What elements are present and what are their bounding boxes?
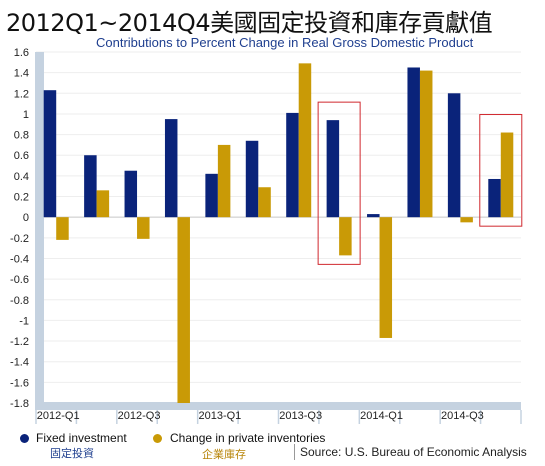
chart-title: 2012Q1~2014Q4美國固定投資和庫存貢獻值 xyxy=(6,9,493,37)
y-tick-label: -1.6 xyxy=(10,377,29,389)
bar-fixed-investment xyxy=(84,155,97,218)
bar-fixed-investment xyxy=(43,90,57,218)
x-tick-label: 2013-Q3 xyxy=(279,410,322,422)
bar-fixed-investment xyxy=(286,112,299,218)
source-note: Source: U.S. Bureau of Economic Analysis xyxy=(300,445,527,459)
y-tick-label: 1.6 xyxy=(14,47,29,59)
y-tick-label: 0.8 xyxy=(14,130,29,142)
y-tick-label: -1 xyxy=(19,315,29,327)
plot-area xyxy=(36,52,521,403)
y-tick-label: -1.8 xyxy=(10,398,29,410)
bar-private-inventories xyxy=(500,132,514,218)
y-axis-strip xyxy=(35,52,44,405)
y-tick-label: 1 xyxy=(23,109,29,121)
y-tick-label: -0.2 xyxy=(10,233,29,245)
bar-fixed-investment xyxy=(367,214,380,218)
bar-private-inventories xyxy=(339,217,352,256)
bar-private-inventories xyxy=(419,70,433,218)
y-tick-label: 0.6 xyxy=(14,150,29,162)
highlight-box xyxy=(479,114,523,227)
y-tick-label: 0.2 xyxy=(14,192,29,204)
y-tick-label: -1.4 xyxy=(10,357,29,369)
legend-sub-private-inventories: 企業庫存 xyxy=(202,448,246,461)
x-tick-label: 2013-Q1 xyxy=(198,410,241,422)
y-tick-label: -0.4 xyxy=(10,253,29,265)
bar-fixed-investment xyxy=(488,178,501,218)
y-tick-label: -0.6 xyxy=(10,274,29,286)
bar-private-inventories xyxy=(137,217,150,239)
y-tick-label: 0.4 xyxy=(14,171,29,183)
bar-private-inventories xyxy=(379,217,393,338)
bar-private-inventories xyxy=(217,144,231,218)
y-tick-label: -0.8 xyxy=(10,295,29,307)
bar-private-inventories xyxy=(298,63,312,218)
bar-fixed-investment xyxy=(164,119,178,218)
highlight-box xyxy=(317,101,361,265)
y-tick-label: 1.4 xyxy=(14,68,29,80)
bar-private-inventories xyxy=(177,217,190,403)
bar-fixed-investment xyxy=(205,173,218,218)
x-tick-label: 2012-Q1 xyxy=(37,410,80,422)
bar-private-inventories xyxy=(56,217,69,240)
bar-fixed-investment xyxy=(326,120,340,218)
bar-private-inventories xyxy=(258,187,271,218)
bar-fixed-investment xyxy=(124,170,138,218)
bar-private-inventories xyxy=(96,190,110,218)
legend-marker-private-inventories xyxy=(153,434,162,443)
x-tick-label: 2012-Q3 xyxy=(118,410,161,422)
chart-subtitle: Contributions to Percent Change in Real … xyxy=(96,35,474,50)
legend-sub-fixed-investment: 固定投資 xyxy=(50,447,94,460)
x-axis-strip xyxy=(35,402,521,410)
bar-fixed-investment xyxy=(447,93,461,218)
legend-marker-fixed-investment xyxy=(20,434,29,443)
y-tick-label: -1.2 xyxy=(10,336,29,348)
x-tick-label: 2014-Q3 xyxy=(441,410,484,422)
source-separator xyxy=(294,444,295,460)
x-tick-label: 2014-Q1 xyxy=(360,410,403,422)
legend-label-fixed-investment: Fixed investment xyxy=(36,431,127,445)
bar-fixed-investment xyxy=(245,140,259,218)
y-tick-label: 0 xyxy=(23,212,29,224)
bar-private-inventories xyxy=(460,217,473,223)
bar-fixed-investment xyxy=(407,67,420,218)
y-tick-label: 1.2 xyxy=(14,88,29,100)
legend-label-private-inventories: Change in private inventories xyxy=(170,431,326,445)
